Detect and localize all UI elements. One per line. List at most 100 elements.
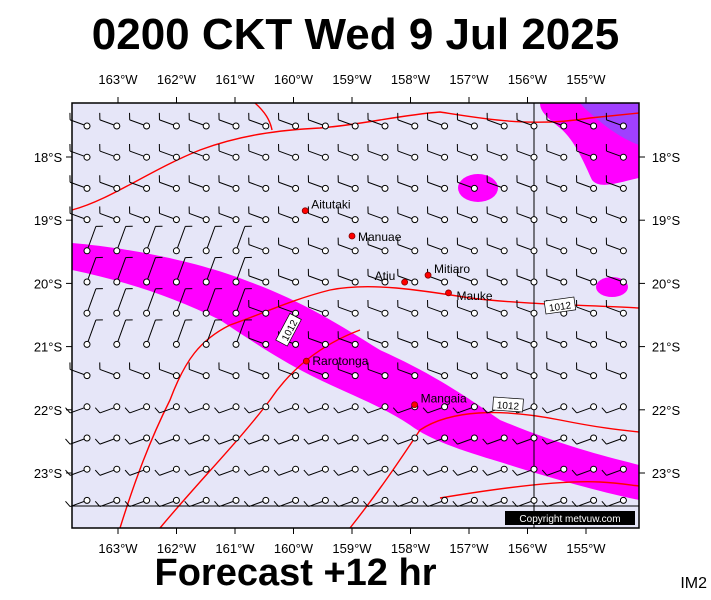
wind-barb — [232, 319, 252, 348]
wind-barb — [172, 256, 193, 286]
wind-barb — [218, 112, 240, 130]
wind-barb — [456, 112, 478, 130]
lon-label: 157°W — [449, 541, 489, 556]
wind-barb — [516, 175, 538, 192]
lat-label: 22°S — [34, 403, 63, 418]
wind-barb — [248, 268, 270, 286]
wind-barb — [516, 237, 538, 255]
wind-barb — [278, 206, 300, 224]
wind-barb — [99, 112, 121, 130]
wind-barb — [172, 288, 193, 317]
wind-barb — [452, 434, 478, 445]
lat-label: 19°S — [34, 213, 63, 228]
wind-barb — [188, 206, 210, 224]
lon-label: 155°W — [566, 72, 606, 87]
wind-barb — [307, 237, 329, 255]
wind-barb — [427, 237, 449, 255]
wind-barb — [397, 112, 419, 130]
wind-barb — [143, 225, 163, 255]
lon-label: 158°W — [391, 541, 431, 556]
wind-barb — [303, 465, 329, 476]
map-title: 0200 CKT Wed 9 Jul 2025 — [91, 10, 620, 59]
wind-barb — [576, 144, 598, 161]
wind-barb — [516, 144, 538, 161]
wind-barb — [214, 434, 240, 445]
wind-barb — [248, 237, 270, 255]
wind-barb — [83, 288, 103, 317]
place-label: Mitiaro — [434, 262, 470, 276]
wind-barb — [69, 206, 91, 224]
wind-barb — [214, 465, 240, 476]
wind-barb — [397, 175, 419, 192]
wind-barb — [83, 225, 103, 255]
wind-barb — [278, 144, 300, 161]
wind-barb — [232, 225, 252, 255]
wind-barb — [113, 256, 133, 286]
wind-barb — [452, 403, 478, 414]
wind-barb — [248, 144, 270, 161]
place-label: Mauke — [457, 289, 493, 303]
wind-barb — [248, 331, 270, 348]
wind-barb — [605, 300, 627, 317]
wind-barb — [456, 175, 478, 192]
wind-barb — [422, 434, 449, 445]
wind-barb — [576, 112, 598, 130]
wind-barb — [456, 331, 478, 348]
wind-barb — [184, 465, 210, 476]
wind-barb — [456, 300, 478, 317]
wind-barb — [303, 434, 329, 445]
wind-barb — [367, 175, 389, 192]
place-label: Aitutaki — [311, 198, 350, 212]
wind-barb — [601, 496, 627, 508]
isobar-label-3: 1012 — [492, 396, 524, 413]
copyright-box — [505, 511, 635, 525]
wind-barb — [113, 319, 133, 348]
wind-barb — [486, 112, 508, 130]
isobar-label-2: 1012 — [543, 296, 577, 314]
wind-barb — [154, 496, 180, 508]
wind-barb — [516, 112, 538, 130]
wind-barb — [94, 434, 121, 445]
wind-barb — [486, 331, 508, 348]
wind-barb — [422, 465, 449, 476]
lon-label: 161°W — [215, 72, 255, 87]
lon-label: 163°W — [98, 72, 138, 87]
wind-barb — [427, 362, 449, 380]
wind-barb — [486, 175, 508, 192]
wind-barb — [516, 206, 538, 224]
wind-barb — [273, 434, 300, 445]
wind-barb — [605, 331, 627, 348]
place-marker — [411, 401, 418, 409]
place-marker — [401, 278, 409, 286]
place-label: Rarotonga — [312, 354, 368, 368]
wind-barb — [158, 144, 180, 161]
wind-barb — [571, 434, 598, 445]
wind-barb — [456, 237, 478, 255]
wind-barb — [113, 225, 133, 255]
wind-barb — [605, 144, 627, 161]
place-marker — [445, 289, 452, 297]
wind-barb — [367, 112, 389, 130]
wind-barb — [397, 362, 419, 380]
wind-barb — [422, 403, 449, 414]
wind-barb — [605, 268, 627, 286]
wind-barb — [576, 362, 598, 380]
forecast-label: Forecast +12 hr — [154, 552, 437, 594]
wind-barb — [307, 112, 329, 130]
wind-barb — [546, 112, 568, 130]
wind-barb — [243, 465, 270, 476]
wind-barb — [427, 144, 449, 161]
wind-barb — [333, 434, 359, 445]
wind-barb — [546, 268, 568, 286]
lat-label: 22°S — [652, 403, 681, 418]
wind-barb — [303, 496, 329, 508]
wind-barb — [278, 112, 300, 130]
place-label: Manuae — [358, 230, 402, 244]
wind-barb — [243, 434, 270, 445]
wind-barb — [482, 465, 508, 476]
lon-label: 157°W — [449, 72, 489, 87]
wind-barb — [214, 496, 240, 508]
wind-barb — [363, 403, 389, 414]
wind-barb — [397, 331, 419, 348]
place-markers: Aitutaki Manuae Atiu Mitiaro Mauke Rarotonga M… — [301, 198, 493, 409]
